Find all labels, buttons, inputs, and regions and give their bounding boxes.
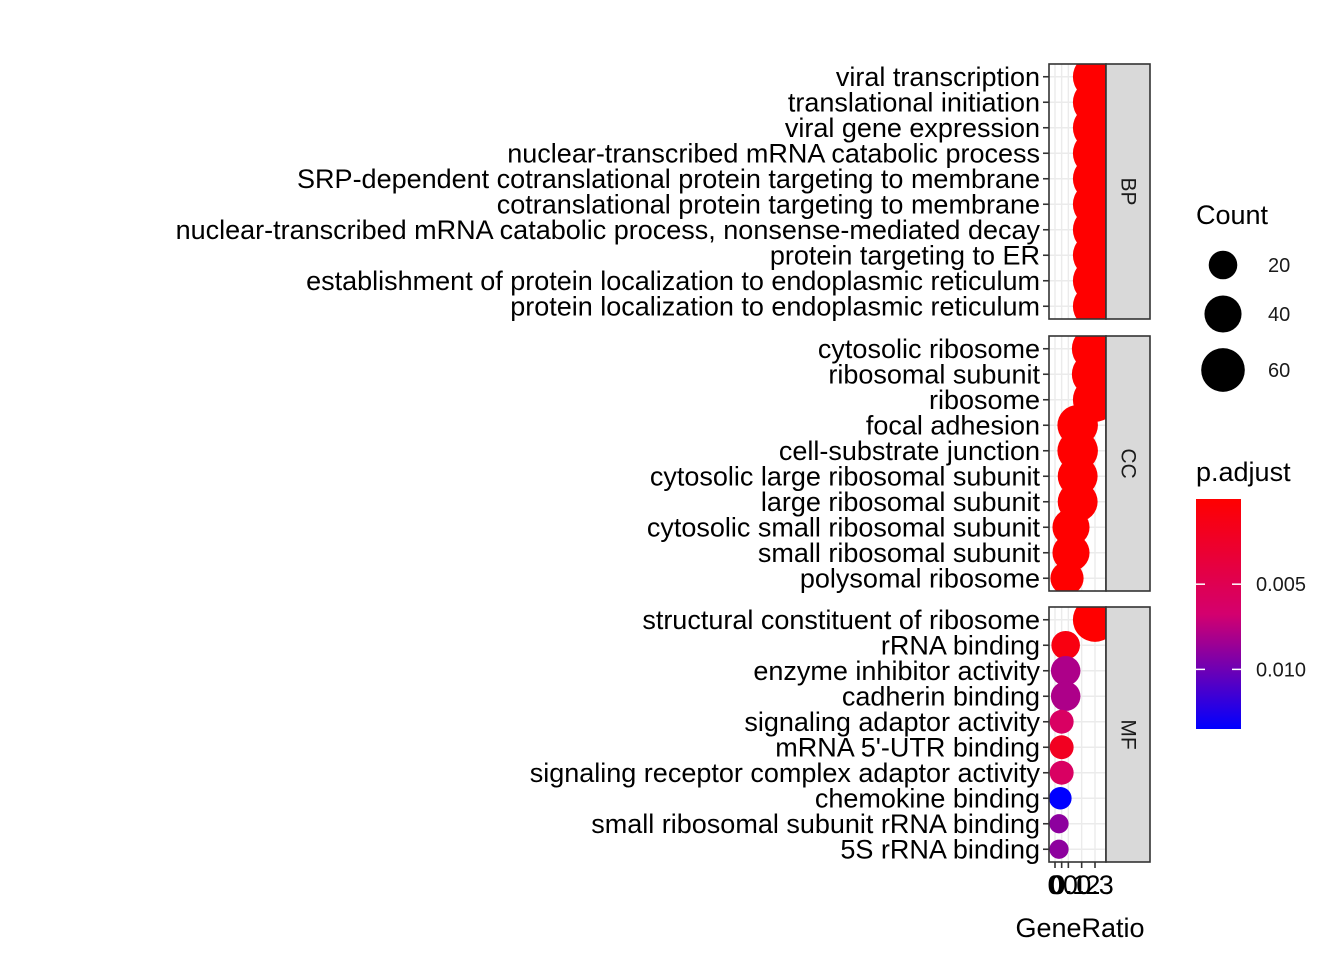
y-tick-label: cytosolic small ribosomal subunit [647,512,1041,542]
data-point [1050,655,1081,686]
y-tick-label: protein targeting to ER [770,240,1040,270]
data-point [1049,735,1074,760]
y-tick-label: large ribosomal subunit [761,487,1041,517]
data-point [1049,760,1074,785]
y-tick-label: 5S rRNA binding [840,834,1040,864]
data-point [1072,607,1106,642]
y-tick-label: SRP-dependent cotranslational protein ta… [297,164,1040,194]
y-tick-label: cell-substrate junction [779,436,1040,466]
data-point [1052,508,1090,546]
y-tick-label: nuclear-transcribed mRNA catabolic proce… [507,138,1040,168]
x-tick-label: 0. [1050,870,1073,900]
data-point [1072,284,1106,319]
data-point [1052,534,1090,572]
facet-strip-label: MF [1117,719,1140,749]
data-point [1049,709,1074,734]
p-adjust-colorbar [1196,499,1241,729]
y-tick-label: nuclear-transcribed mRNA catabolic proce… [176,215,1041,245]
y-tick-label: polysomal ribosome [800,563,1040,593]
y-tick-label: viral gene expression [785,113,1040,143]
y-tick-label: establishment of protein localization to… [306,266,1040,296]
x-tick-label: 0.3 [1076,870,1114,900]
facet-strip [1105,335,1151,592]
p-adjust-legend-title: p.adjust [1196,457,1291,487]
y-tick-label: ribosome [929,385,1040,415]
count-legend-label: 40 [1268,304,1290,326]
colorbar-tick-label: 0.005 [1256,574,1306,596]
count-legend-key [1208,250,1238,280]
y-tick-label: cytosolic large ribosomal subunit [650,461,1041,491]
data-point [1050,561,1084,591]
y-tick-label: translational initiation [788,87,1040,117]
y-tick-label: signaling receptor complex adaptor activ… [530,758,1041,788]
data-point [1051,630,1080,660]
y-tick-label: chemokine binding [815,783,1040,813]
data-point [1049,786,1072,810]
y-tick-label: rRNA binding [881,630,1040,660]
y-tick-label: signaling adaptor activity [744,707,1040,737]
y-tick-label: viral transcription [836,62,1040,92]
facet-strip-label: CC [1117,448,1140,478]
x-tick-label: 0 [1047,870,1062,900]
y-tick-label: cadherin binding [842,681,1040,711]
p-adjust-legend: p.adjust 0.005 0.010 [1196,457,1306,729]
x-tick-label: 0.2 [1063,870,1101,900]
y-tick-label: small ribosomal subunit rRNA binding [591,809,1040,839]
count-legend: Count 20 40 60 [1196,200,1290,392]
colorbar-tick-label: 0.010 [1256,659,1306,681]
count-legend-title: Count [1196,200,1269,230]
y-tick-label: cotranslational protein targeting to mem… [497,189,1040,219]
y-tick-label: small ribosomal subunit [758,538,1041,568]
count-legend-key [1201,348,1245,392]
y-tick-label: enzyme inhibitor activity [753,656,1040,686]
y-tick-label: ribosomal subunit [828,359,1040,389]
data-point [1050,681,1081,712]
y-tick-label: protein localization to endoplasmic reti… [510,291,1040,321]
x-axis-title: GeneRatio [1015,913,1144,943]
y-tick-label: structural constituent of ribosome [642,605,1040,635]
facet-strip [1105,63,1151,320]
count-legend-label: 20 [1268,255,1290,277]
facet-strip-label: BP [1117,177,1140,205]
data-point [1049,814,1069,834]
count-legend-key [1204,295,1242,333]
y-tick-label: focal adhesion [866,410,1040,440]
x-tick-label: 0.1 [1050,870,1088,900]
facet-strip [1105,606,1151,863]
y-tick-label: mRNA 5'-UTR binding [775,732,1040,762]
count-legend-label: 60 [1268,360,1290,382]
y-tick-label: cytosolic ribosome [818,334,1040,364]
data-point [1049,839,1069,859]
